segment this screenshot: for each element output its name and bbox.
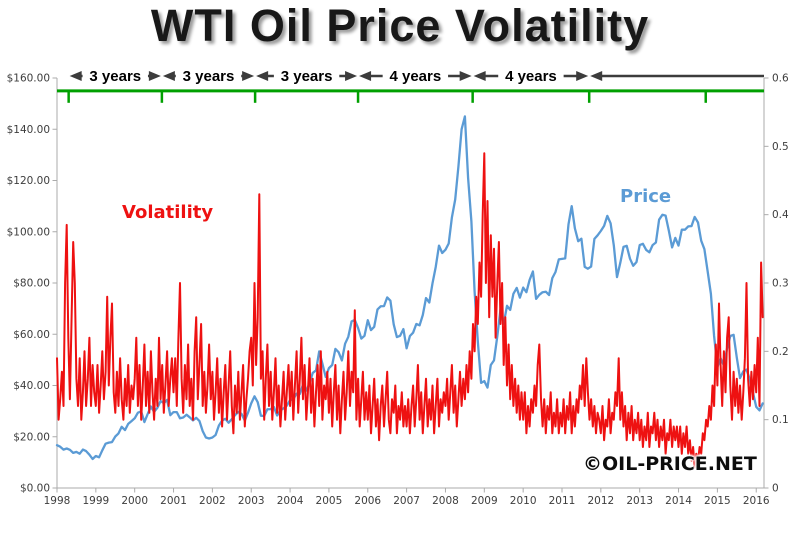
x-axis-tick-label: 2016	[743, 495, 770, 507]
timeline-label-bg	[498, 67, 564, 85]
timeline-segment-label: 3 years	[281, 68, 333, 85]
x-axis-tick-label: 2013	[626, 495, 653, 507]
y-axis-right-tick-label: 0.1	[772, 414, 789, 426]
timeline-label-bg	[382, 67, 449, 85]
arrow-left-icon	[162, 71, 175, 81]
timeline-segment-label: 3 years	[183, 68, 235, 85]
x-axis-tick-label: 2007	[393, 495, 420, 507]
y-axis-right-tick-label: 0.5	[772, 141, 789, 153]
arrow-right-icon	[459, 71, 472, 81]
y-axis-left-tick-label: $40.00	[13, 380, 50, 392]
x-axis-tick-label: 2003	[238, 495, 265, 507]
y-axis-left-tick-label: $120.00	[7, 175, 50, 187]
y-axis-left-tick-label: $160.00	[7, 73, 50, 85]
timeline-segment-label: 4 years	[389, 68, 441, 85]
price-series-label: Price	[620, 186, 672, 207]
arrow-left-icon	[69, 71, 82, 81]
y-axis-right-tick-label: 0.3	[772, 278, 789, 290]
x-axis-tick-label: 2002	[199, 495, 226, 507]
timeline-segment-label: 4 years	[505, 68, 557, 85]
x-axis-tick-label: 2004	[277, 495, 304, 507]
y-axis-right-tick-label: 0	[772, 483, 779, 495]
timeline-label-bg	[175, 67, 242, 85]
y-axis-left-tick-label: $0.00	[20, 483, 50, 495]
arrow-left-icon	[590, 71, 603, 81]
y-axis-left-tick-label: $100.00	[7, 226, 50, 238]
volatility-series-line	[56, 152, 764, 469]
timeline-label-bg	[82, 67, 148, 85]
arrow-left-icon	[473, 71, 486, 81]
x-axis-tick-label: 1999	[82, 495, 109, 507]
y-axis-right-tick-label: 0.2	[772, 346, 789, 358]
timeline-label-bg	[273, 67, 340, 85]
x-axis-tick-label: 2010	[510, 495, 537, 507]
arrow-right-icon	[345, 71, 358, 81]
arrow-right-icon	[148, 71, 161, 81]
arrow-right-icon	[242, 71, 255, 81]
x-axis-tick-label: 2001	[160, 495, 187, 507]
watermark: ©OIL-PRICE.NET	[583, 453, 757, 475]
y-axis-right-tick-label: 0.4	[772, 209, 789, 221]
y-axis-right-tick-label: 0.6	[772, 73, 789, 85]
x-axis-tick-label: 2012	[587, 495, 614, 507]
volatility-series-label: Volatility	[122, 202, 214, 223]
arrow-right-icon	[576, 71, 589, 81]
y-axis-left-tick-label: $20.00	[13, 431, 50, 443]
chart-title: WTI Oil Price Volatility	[150, 0, 650, 51]
price-series-line	[55, 115, 764, 461]
x-axis-tick-label: 2015	[704, 495, 731, 507]
x-axis-tick-label: 1998	[44, 495, 71, 507]
arrow-left-icon	[359, 71, 372, 81]
x-axis-tick-label: 2014	[665, 495, 692, 507]
y-axis-left-tick-label: $60.00	[13, 329, 50, 341]
x-axis-tick-label: 2005	[316, 495, 343, 507]
timeline-segment-label: 3 years	[89, 68, 141, 85]
x-axis-tick-label: 2008	[432, 495, 459, 507]
y-axis-left-tick-label: $140.00	[7, 124, 50, 136]
y-axis-left-tick-label: $80.00	[13, 278, 50, 290]
x-axis-tick-label: 2006	[354, 495, 381, 507]
x-axis-tick-label: 2011	[549, 495, 576, 507]
x-axis-tick-label: 2000	[121, 495, 148, 507]
arrow-left-icon	[256, 71, 269, 81]
x-axis-tick-label: 2009	[471, 495, 498, 507]
